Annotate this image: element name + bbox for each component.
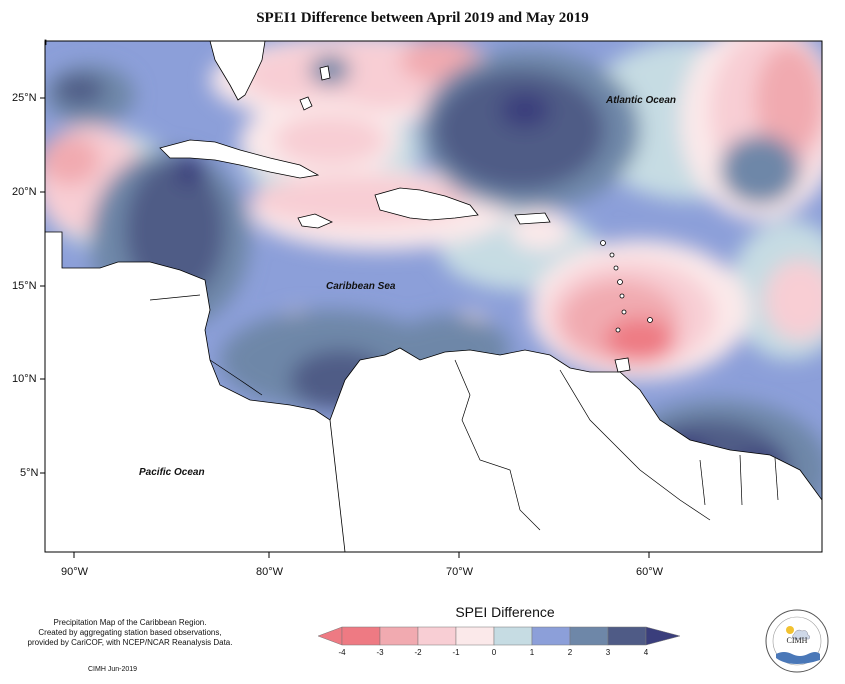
legend-tick: 4 (643, 648, 649, 657)
legend-tick: -4 (338, 648, 346, 657)
credits-line-1: Precipitation Map of the Caribbean Regio… (53, 618, 207, 627)
credits-stamp: CIMH Jun-2019 (88, 666, 138, 673)
cimh-logo (765, 609, 829, 673)
legend-tick: 2 (567, 648, 573, 657)
lon-label-60w: 60°W (636, 566, 664, 578)
land-masses (44, 39, 823, 553)
legend-tick: 0 (491, 648, 497, 657)
credits-line-2: Created by aggregating station based obs… (38, 628, 222, 637)
cloud-icon (792, 629, 811, 640)
credits: Precipitation Map of the Caribbean Regio… (20, 618, 240, 648)
pacific-ocean-label: Pacific Ocean (139, 467, 205, 478)
legend-title: SPEI Difference (455, 604, 555, 620)
lon-label-70w: 70°W (446, 566, 474, 578)
atlantic-ocean-label: Atlantic Ocean (606, 95, 677, 106)
country-borders (149, 294, 779, 531)
lon-label-90w: 90°W (61, 566, 89, 578)
sun-icon (786, 626, 794, 634)
lat-label-25n: 25°N (12, 92, 37, 104)
legend-tick: -3 (376, 648, 384, 657)
axis-ticks (40, 97, 650, 558)
lesser-antilles (600, 240, 653, 333)
credits-line-3: provided by CariCOF, with NCEP/NCAR Rean… (27, 638, 233, 647)
legend-tick: -2 (414, 648, 422, 657)
lat-label-5n: 5°N (20, 467, 39, 479)
map-frame (44, 40, 823, 553)
lat-label-10n: 10°N (12, 373, 37, 385)
lon-label-80w: 80°W (256, 566, 284, 578)
legend-colorbar (317, 626, 681, 646)
legend-tick: 3 (605, 648, 611, 657)
lat-label-20n: 20°N (12, 186, 37, 198)
wave-icon (776, 652, 820, 664)
caribbean-sea-label: Caribbean Sea (326, 281, 396, 292)
map-title: SPEI1 Difference between April 2019 and … (256, 10, 589, 26)
legend-tick: 1 (529, 648, 535, 657)
legend-tick: -1 (452, 648, 460, 657)
lat-label-15n: 15°N (12, 280, 37, 292)
logo-text: CIMH (786, 636, 808, 645)
